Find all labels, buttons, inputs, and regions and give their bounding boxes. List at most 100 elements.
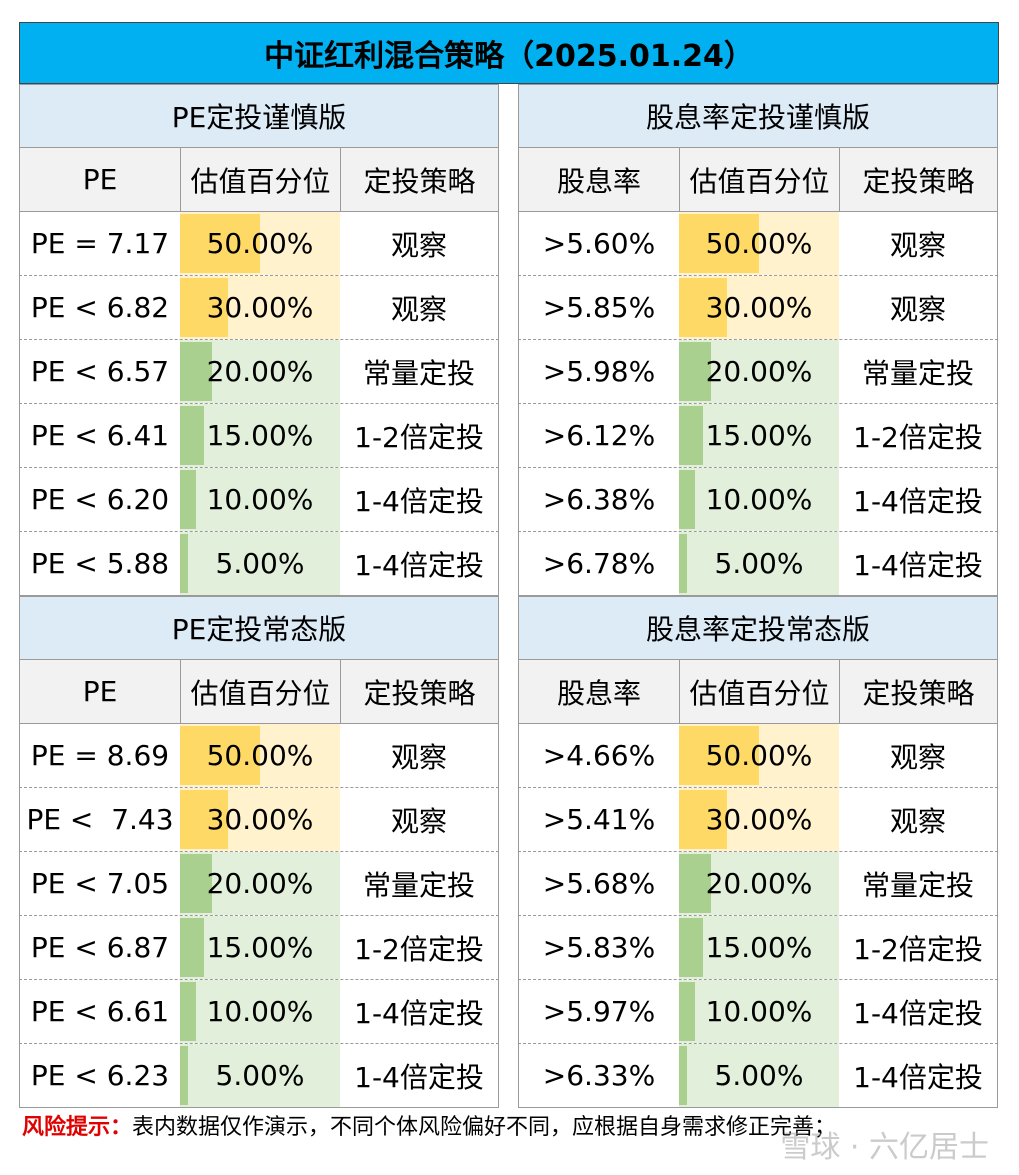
- panel-pe-cautious: PE定投谨慎版 PE 估值百分位 定投策略 PE = 7.17 50.00% 观察 PE < …: [19, 84, 499, 596]
- table-row: >5.60% 50.00% 观察: [518, 212, 998, 276]
- metric-cell: >5.68%: [542, 867, 656, 900]
- percentile-cell: 50.00%: [180, 212, 340, 275]
- strategy-cell: 1-4倍定投: [853, 548, 983, 582]
- percentile-value: 30.00%: [705, 291, 813, 324]
- strategy-cell: 1-4倍定投: [354, 996, 484, 1030]
- metric-cell: >5.85%: [542, 291, 656, 324]
- percentile-value: 20.00%: [206, 867, 314, 900]
- column-header: 股息率: [556, 676, 641, 710]
- percentile-cell: 10.00%: [180, 468, 340, 531]
- strategy-cell: 1-4倍定投: [354, 1060, 484, 1094]
- metric-cell: PE < 7.43: [26, 803, 174, 836]
- table-body: >4.66% 50.00% 观察 >5.41% 30.00% 观察 >5.68% 20.00%…: [518, 724, 998, 1108]
- column-header: 定投策略: [340, 660, 498, 723]
- strategy-cell: 观察: [390, 292, 447, 326]
- percentile-value: 15.00%: [705, 931, 813, 964]
- percentile-bar: [180, 982, 196, 1041]
- percentile-bar: [679, 1046, 687, 1105]
- percentile-value: 15.00%: [206, 419, 314, 452]
- strategy-cell: 常量定投: [861, 868, 974, 902]
- table-header: 股息率 估值百分位 定投策略: [518, 148, 998, 212]
- strategy-cell: 观察: [889, 804, 946, 838]
- percentile-value: 30.00%: [206, 291, 314, 324]
- panel-title: 股息率定投谨慎版: [518, 84, 998, 148]
- strategy-cell: 观察: [390, 740, 447, 774]
- metric-cell: >5.98%: [542, 355, 656, 388]
- table-row: PE < 6.82 30.00% 观察: [19, 276, 499, 340]
- table-header: PE 估值百分位 定投策略: [19, 660, 499, 724]
- percentile-bar: [679, 854, 711, 913]
- percentile-bar: [679, 982, 695, 1041]
- percentile-value: 10.00%: [705, 995, 813, 1028]
- percentile-cell: 5.00%: [180, 1044, 340, 1107]
- percentile-value: 5.00%: [215, 547, 305, 580]
- table-row: >6.38% 10.00% 1-4倍定投: [518, 468, 998, 532]
- percentile-cell: 30.00%: [679, 788, 839, 851]
- percentile-cell: 30.00%: [180, 276, 340, 339]
- strategy-cell: 1-2倍定投: [853, 420, 983, 454]
- panel-title: PE定投谨慎版: [19, 84, 499, 148]
- metric-cell: >6.12%: [542, 419, 656, 452]
- column-header: PE: [82, 675, 118, 708]
- strategy-cell: 1-4倍定投: [354, 484, 484, 518]
- column-header: 估值百分位: [180, 148, 340, 211]
- column-header: 估值百分位: [679, 660, 839, 723]
- table-row: PE < 6.61 10.00% 1-4倍定投: [19, 980, 499, 1044]
- table-body: PE = 7.17 50.00% 观察 PE < 6.82 30.00% 观察 PE < 6…: [19, 212, 499, 596]
- percentile-cell: 50.00%: [180, 724, 340, 787]
- metric-cell: >6.38%: [542, 483, 656, 516]
- strategy-cell: 1-2倍定投: [853, 932, 983, 966]
- percentile-cell: 50.00%: [679, 212, 839, 275]
- table-row: PE = 7.17 50.00% 观察: [19, 212, 499, 276]
- strategy-cell: 常量定投: [861, 356, 974, 390]
- percentile-bar: [679, 726, 759, 785]
- column-header: PE: [82, 163, 118, 196]
- metric-cell: >4.66%: [542, 739, 656, 772]
- strategy-cell: 1-4倍定投: [853, 996, 983, 1030]
- table-row: PE < 7.05 20.00% 常量定投: [19, 852, 499, 916]
- strategy-cell: 观察: [889, 292, 946, 326]
- percentile-bar: [679, 470, 695, 529]
- metric-cell: PE < 6.41: [30, 419, 170, 452]
- percentile-value: 10.00%: [206, 483, 314, 516]
- percentile-value: 50.00%: [206, 227, 314, 260]
- strategy-cell: 1-4倍定投: [354, 548, 484, 582]
- column-header: 定投策略: [340, 148, 498, 211]
- metric-cell: PE < 6.20: [30, 483, 170, 516]
- table-row: >6.78% 5.00% 1-4倍定投: [518, 532, 998, 596]
- metric-cell: >6.78%: [542, 547, 656, 580]
- strategy-cell: 1-4倍定投: [853, 1060, 983, 1094]
- percentile-value: 50.00%: [206, 739, 314, 772]
- percentile-cell: 30.00%: [180, 788, 340, 851]
- page-title: 中证红利混合策略（2025.01.24）: [19, 22, 999, 84]
- column-header: 定投策略: [839, 148, 997, 211]
- strategy-cell: 观察: [390, 228, 447, 262]
- panel-dividend-cautious: 股息率定投谨慎版 股息率 估值百分位 定投策略 >5.60% 50.00% 观察 >5.85%…: [518, 84, 998, 596]
- percentile-value: 20.00%: [705, 867, 813, 900]
- strategy-cell: 观察: [889, 740, 946, 774]
- percentile-bar: [679, 278, 727, 337]
- percentile-bar: [180, 470, 196, 529]
- percentile-value: 10.00%: [206, 995, 314, 1028]
- table-body: >5.60% 50.00% 观察 >5.85% 30.00% 观察 >5.98% 20.00%…: [518, 212, 998, 596]
- percentile-bar: [180, 214, 260, 273]
- table-row: >5.41% 30.00% 观察: [518, 788, 998, 852]
- table-row: >6.33% 5.00% 1-4倍定投: [518, 1044, 998, 1108]
- table-row: PE < 6.23 5.00% 1-4倍定投: [19, 1044, 499, 1108]
- strategy-cell: 1-2倍定投: [354, 420, 484, 454]
- percentile-value: 20.00%: [705, 355, 813, 388]
- strategy-cell: 1-2倍定投: [354, 932, 484, 966]
- column-header: 定投策略: [839, 660, 997, 723]
- strategy-cell: 常量定投: [362, 868, 475, 902]
- risk-text: 表内数据仅作演示，不同个体风险偏好不同，应根据自身需求修正完善；: [132, 1115, 837, 1140]
- table-row: PE < 6.87 15.00% 1-2倍定投: [19, 916, 499, 980]
- table-row: PE < 7.43 30.00% 观察: [19, 788, 499, 852]
- table-row: >5.83% 15.00% 1-2倍定投: [518, 916, 998, 980]
- strategy-cell: 观察: [390, 804, 447, 838]
- percentile-cell: 20.00%: [180, 852, 340, 915]
- table-row: >6.12% 15.00% 1-2倍定投: [518, 404, 998, 468]
- strategy-sheet: 中证红利混合策略（2025.01.24） PE定投谨慎版 PE 估值百分位 定投策略 P…: [19, 22, 999, 1108]
- table-row: >5.85% 30.00% 观察: [518, 276, 998, 340]
- percentile-bar: [180, 854, 212, 913]
- percentile-value: 50.00%: [705, 227, 813, 260]
